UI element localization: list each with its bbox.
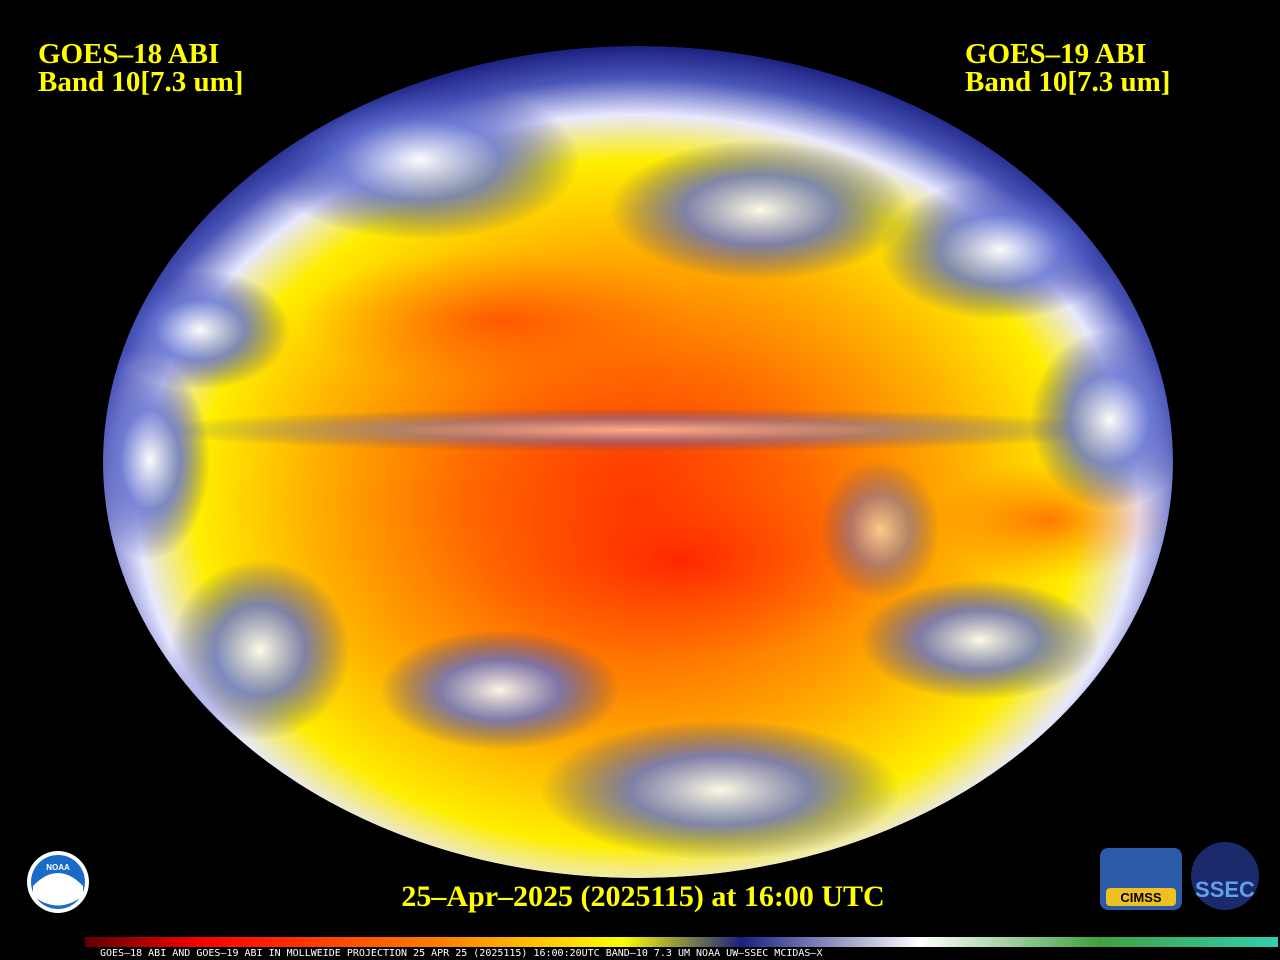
cimss-logo: CIMSS: [1100, 848, 1182, 910]
cimss-text: CIMSS: [1120, 890, 1162, 905]
globe: [103, 46, 1173, 878]
timestamp: 25–Apr–2025 (2025115) at 16:00 UTC: [401, 880, 884, 913]
ssec-text: SSEC: [1195, 877, 1255, 902]
noaa-logo: NOAA: [27, 851, 89, 913]
right-title: GOES–19 ABI: [965, 38, 1146, 70]
colorbar-caption: GOES–18 ABI AND GOES–19 ABI IN MOLLWEIDE…: [100, 948, 822, 959]
left-title: GOES–18 ABI: [38, 38, 219, 70]
colorbar: [85, 937, 1278, 947]
ssec-logo: SSEC: [1191, 842, 1259, 910]
left-band: Band 10[7.3 um]: [38, 66, 243, 98]
right-band: Band 10[7.3 um]: [965, 66, 1170, 98]
noaa-text: NOAA: [46, 863, 70, 872]
